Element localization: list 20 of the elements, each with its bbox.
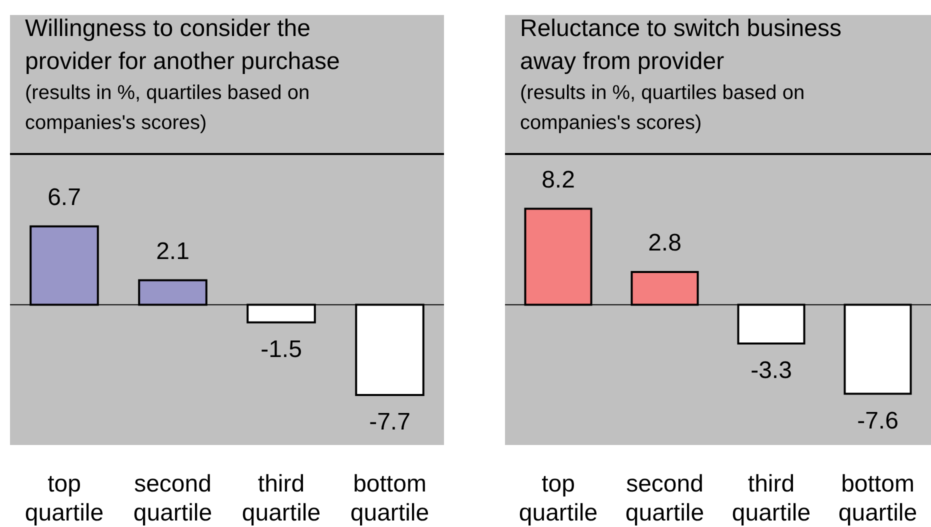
chart-title: Reluctance to switch business away from provider [520, 14, 842, 77]
data-label: 2.8 [648, 230, 682, 257]
chart-subtitle: (results in %, quartiles based on companies's scores) [25, 81, 311, 136]
x-tick-label: top quartile [24, 470, 104, 527]
chart-title: Willingness to consider the provider for another purchase [25, 14, 341, 77]
data-label: -3.3 [750, 357, 792, 384]
x-tick-label: bottom quartile [350, 470, 430, 527]
x-tick-label: third quartile [732, 470, 811, 527]
data-label: -7.6 [857, 407, 898, 434]
x-tick-label: third quartile [242, 470, 321, 527]
x-tick-label: second quartile [625, 470, 704, 527]
data-label: -7.7 [369, 408, 410, 436]
x-tick-label: second quartile [133, 470, 212, 527]
data-label: 2.1 [156, 238, 190, 265]
data-label: 8.2 [542, 166, 575, 194]
x-tick-label: top quartile [518, 470, 598, 527]
x-tick-label: bottom quartile [838, 470, 918, 527]
data-label: -1.5 [260, 336, 302, 363]
data-label: 6.7 [48, 184, 81, 211]
chart-subtitle: (results in %, quartiles based on companies's scores) [520, 81, 806, 136]
